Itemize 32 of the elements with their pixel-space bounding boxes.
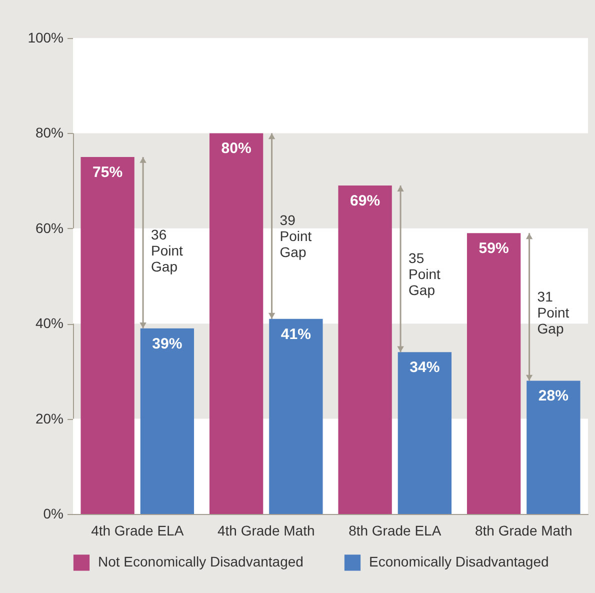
data-label: 69%: [350, 192, 380, 210]
legend-label: Not Economically Disadvantaged: [98, 554, 304, 570]
bar: [398, 352, 452, 514]
y-tick-label: 100%: [28, 30, 64, 46]
annotation: 35 Point Gap: [408, 250, 441, 298]
data-label: 39%: [152, 335, 182, 352]
x-tick-label: 8th Grade Math: [474, 522, 572, 538]
x-tick-label: 4th Grade ELA: [91, 522, 184, 538]
y-tick-label: 40%: [35, 315, 64, 332]
data-label: 28%: [538, 388, 568, 405]
annotation: 39 Point Gap: [280, 212, 312, 260]
data-label: 41%: [280, 326, 311, 343]
x-tick-label: 4th Grade Math: [217, 522, 315, 538]
legend-label: Economically Disadvantaged: [369, 554, 549, 570]
y-tick-label: 0%: [43, 506, 64, 522]
bar: [140, 328, 194, 514]
x-tick-label: 8th Grade ELA: [348, 522, 442, 538]
bar: [466, 233, 521, 514]
data-label: 34%: [410, 359, 440, 376]
bar: [209, 133, 264, 514]
data-label: 80%: [221, 140, 252, 158]
annotation: 31 Point Gap: [537, 288, 570, 336]
bar: [80, 157, 134, 514]
y-tick-label: 80%: [35, 124, 64, 141]
bar: [338, 186, 392, 514]
bar: [526, 380, 580, 514]
y-tick-label: 20%: [35, 410, 64, 426]
data-label: 75%: [92, 164, 123, 181]
annotation: 36 Point Gap: [151, 226, 184, 274]
data-label: 59%: [478, 240, 509, 258]
bar: [269, 318, 323, 514]
y-tick-label: 60%: [35, 220, 64, 236]
